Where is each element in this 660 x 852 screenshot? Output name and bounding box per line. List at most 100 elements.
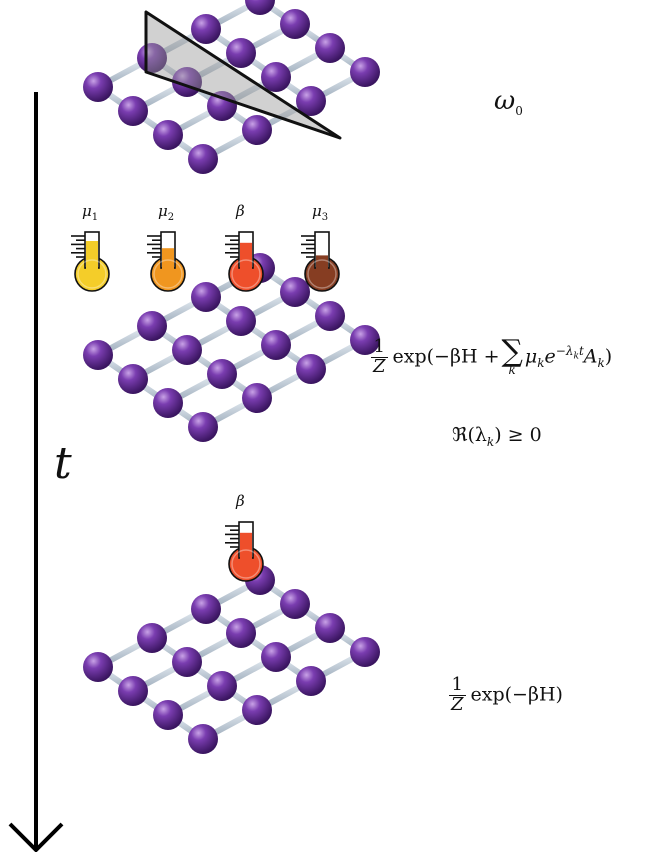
thermometer-shine bbox=[153, 259, 183, 289]
thermometer-label-4: μ3 bbox=[312, 202, 329, 223]
atom bbox=[315, 33, 345, 63]
thermometer-4 bbox=[301, 231, 340, 292]
lattice-initial bbox=[83, 0, 380, 174]
atom bbox=[172, 335, 202, 365]
atom bbox=[188, 724, 218, 754]
sum-sigma: ∑ bbox=[501, 334, 523, 370]
exponent: −λkt bbox=[555, 344, 584, 362]
thermometer-final-label: β bbox=[236, 492, 245, 510]
thermometer-shine bbox=[77, 259, 107, 289]
atom bbox=[207, 91, 237, 121]
mu-subscript: k bbox=[537, 356, 545, 371]
atom bbox=[296, 666, 326, 696]
condition-subscript: k bbox=[486, 434, 495, 449]
atom bbox=[207, 359, 237, 389]
thermometer-label-3: β bbox=[236, 202, 245, 220]
thermometer-label-1: μ1 bbox=[82, 202, 99, 223]
atom bbox=[207, 671, 237, 701]
atom bbox=[191, 594, 221, 624]
atom bbox=[261, 642, 291, 672]
fraction: 1 Z bbox=[448, 675, 467, 715]
thermometer-level bbox=[162, 248, 174, 272]
mu-symbol: μ bbox=[524, 345, 538, 368]
fraction: 1 Z bbox=[370, 337, 389, 377]
lattice-atoms bbox=[83, 565, 380, 754]
atom bbox=[118, 676, 148, 706]
sum-index: k bbox=[508, 363, 516, 378]
omega-subscript: 0 bbox=[515, 104, 523, 119]
thermometer-shine bbox=[231, 549, 261, 579]
condition-formula: ℜ(λk) ≥ 0 bbox=[452, 424, 542, 449]
atom bbox=[242, 383, 272, 413]
close-paren: ) bbox=[604, 345, 613, 368]
thermometer-level bbox=[86, 241, 98, 272]
thermometer-level bbox=[316, 255, 328, 272]
atom bbox=[245, 0, 275, 15]
atom bbox=[137, 623, 167, 653]
lattice-bonds bbox=[95, 265, 368, 430]
atom bbox=[191, 14, 221, 44]
atom bbox=[172, 647, 202, 677]
atom bbox=[242, 115, 272, 145]
thermometer-1 bbox=[71, 231, 110, 292]
thermometer-2 bbox=[147, 231, 186, 292]
condition-head: ℜ(λ bbox=[452, 424, 487, 446]
atom bbox=[315, 301, 345, 331]
fraction-numerator: 1 bbox=[370, 337, 388, 358]
atom bbox=[280, 9, 310, 39]
atom bbox=[191, 282, 221, 312]
atom bbox=[350, 325, 380, 355]
fraction-denominator: Z bbox=[451, 693, 464, 715]
thermometer-level bbox=[240, 242, 252, 272]
thermometer-3 bbox=[225, 231, 264, 292]
atom bbox=[242, 695, 272, 725]
atom bbox=[153, 120, 183, 150]
fraction-denominator: Z bbox=[373, 355, 386, 377]
time-arrow bbox=[8, 92, 64, 852]
condition-tail: ) ≥ 0 bbox=[494, 424, 542, 446]
atom bbox=[153, 388, 183, 418]
atom bbox=[226, 618, 256, 648]
sum-operator: ∑ k bbox=[501, 334, 523, 378]
exp-prefix: exp(−βH + bbox=[392, 345, 500, 368]
A-symbol: A bbox=[583, 345, 598, 368]
atom bbox=[226, 306, 256, 336]
thermometer-shine bbox=[231, 259, 261, 289]
thermometer-level bbox=[240, 532, 252, 562]
atom bbox=[153, 700, 183, 730]
atom bbox=[350, 637, 380, 667]
atom bbox=[83, 72, 113, 102]
atom bbox=[296, 354, 326, 384]
omega-symbol: ω bbox=[494, 86, 516, 116]
atom bbox=[226, 38, 256, 68]
atom bbox=[280, 589, 310, 619]
atom bbox=[280, 277, 310, 307]
thermometer-shine bbox=[307, 259, 337, 289]
atom bbox=[296, 86, 326, 116]
initial-state-formula: ω0 bbox=[494, 86, 523, 118]
time-axis-label: t bbox=[54, 438, 72, 489]
atom bbox=[315, 613, 345, 643]
fraction-numerator: 1 bbox=[448, 675, 466, 696]
atom bbox=[350, 57, 380, 87]
atom bbox=[261, 330, 291, 360]
atom bbox=[118, 96, 148, 126]
exp-expression: exp(−βH) bbox=[470, 683, 563, 706]
exp-base: e bbox=[544, 345, 556, 368]
lattice-equilibrium bbox=[83, 565, 380, 754]
atom bbox=[83, 652, 113, 682]
A-subscript: k bbox=[597, 356, 605, 371]
atom bbox=[83, 340, 113, 370]
atom bbox=[188, 412, 218, 442]
atom bbox=[137, 311, 167, 341]
atom bbox=[118, 364, 148, 394]
driven-state-formula: 1 Z exp(−βH + ∑ k μke−λktAk) bbox=[370, 334, 613, 378]
equilibrium-state-formula: 1 Z exp(−βH) bbox=[448, 675, 563, 715]
thermometer-final bbox=[225, 521, 264, 582]
atom bbox=[261, 62, 291, 92]
lattice-bonds bbox=[95, 577, 368, 742]
atom bbox=[188, 144, 218, 174]
thermometer-label-2: μ2 bbox=[158, 202, 175, 223]
projection-triangle bbox=[144, 10, 342, 140]
